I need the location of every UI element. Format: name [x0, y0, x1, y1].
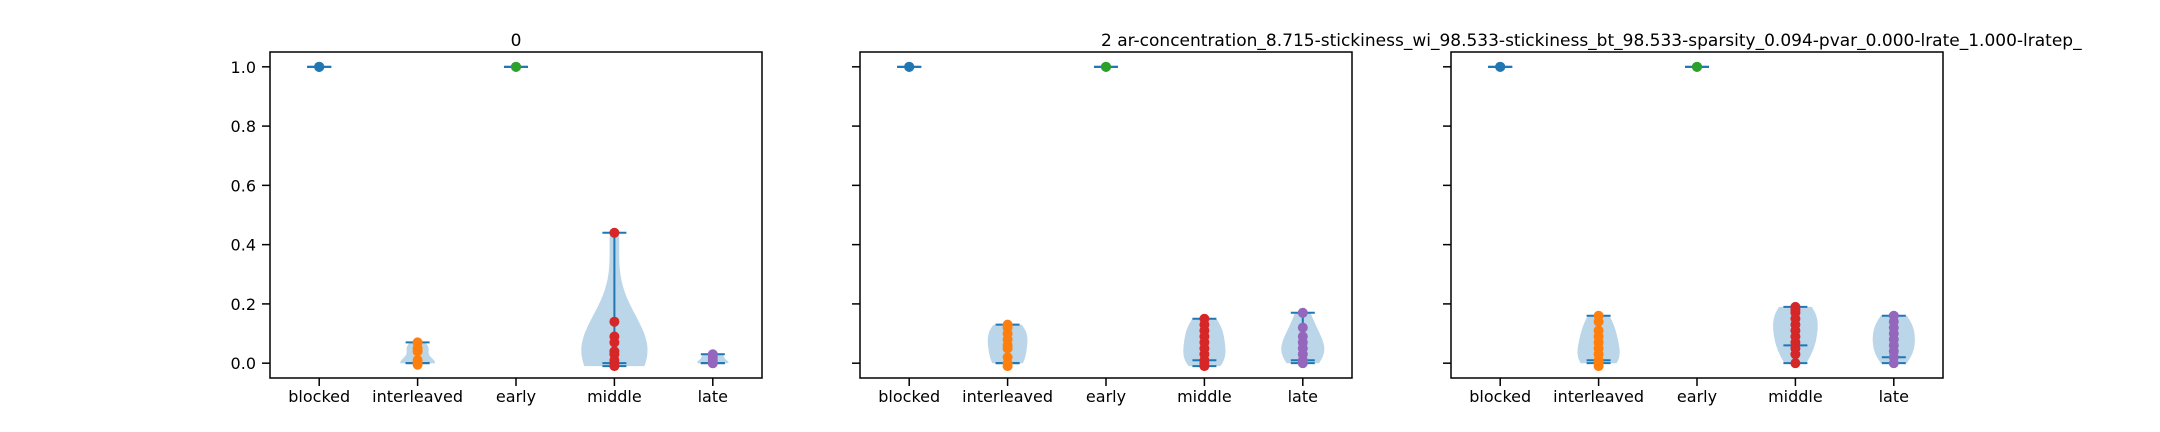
point-early-1	[511, 61, 521, 72]
point-late-8	[1888, 358, 1899, 369]
x-tick-label-interleaved: interleaved	[962, 387, 1053, 406]
point-interleaved-5	[1002, 343, 1013, 354]
point-early-1	[1692, 61, 1702, 72]
chart-panel-1: blocked interleaved early middle late	[852, 51, 1353, 406]
point-middle-9	[1199, 361, 1210, 372]
chart-panel-0: 0.0 0.2 0.4 0.6 0.8 1.0 blocked interleaved earl…	[231, 31, 763, 406]
point-late-7	[1297, 358, 1308, 369]
point-interleaved-2	[412, 346, 423, 357]
point-interleaved-9	[1593, 361, 1604, 372]
x-tick-label-middle: middle	[587, 387, 642, 406]
x-tick-label-blocked: blocked	[288, 387, 350, 406]
point-late-4	[707, 358, 718, 369]
axes-frame-1	[859, 51, 1353, 379]
point-middle-0	[609, 227, 620, 238]
x-tick-label-early: early	[1677, 387, 1717, 406]
x-tick-label-early: early	[496, 387, 536, 406]
panel-title-0: 0	[511, 31, 522, 51]
point-early-1	[1101, 61, 1111, 72]
point-interleaved-1	[1593, 316, 1604, 327]
point-late-0	[1297, 307, 1308, 318]
y-tick-label: 0.0	[231, 354, 256, 373]
point-blocked-1	[904, 61, 915, 72]
x-tick-label-interleaved: interleaved	[1553, 387, 1644, 406]
x-tick-label-late: late	[1879, 387, 1909, 406]
y-tick-label: 0.8	[231, 117, 256, 136]
point-middle-3	[609, 337, 620, 348]
x-tick-label-blocked: blocked	[878, 387, 940, 406]
point-interleaved-6	[412, 359, 423, 370]
point-middle-1	[609, 316, 620, 327]
axes-frame-0	[269, 51, 763, 379]
y-tick-label: 1.0	[231, 58, 256, 77]
point-middle-10	[1790, 358, 1801, 369]
x-tick-label-blocked: blocked	[1469, 387, 1531, 406]
point-late-1	[1297, 322, 1308, 333]
point-blocked-1	[1495, 61, 1506, 72]
point-blocked-2	[314, 61, 325, 72]
point-interleaved-8	[1002, 361, 1013, 372]
x-tick-label-late: late	[698, 387, 728, 406]
y-tick-label: 0.6	[231, 176, 256, 195]
y-tick-label: 0.2	[231, 295, 256, 314]
x-tick-label-middle: middle	[1768, 387, 1823, 406]
chart-panel-2: blocked interleaved early middle late	[1443, 51, 1944, 406]
point-middle-9	[1790, 349, 1801, 360]
x-tick-label-early: early	[1086, 387, 1126, 406]
figure-overflow-title: 2 ar-concentration_8.715-stickiness_wi_9…	[1101, 31, 2082, 51]
y-tick-label: 0.4	[231, 236, 256, 255]
point-middle-8	[609, 361, 620, 372]
axes-frame-2	[1450, 51, 1944, 379]
x-tick-label-interleaved: interleaved	[372, 387, 463, 406]
x-tick-label-late: late	[1288, 387, 1318, 406]
x-tick-label-middle: middle	[1177, 387, 1232, 406]
